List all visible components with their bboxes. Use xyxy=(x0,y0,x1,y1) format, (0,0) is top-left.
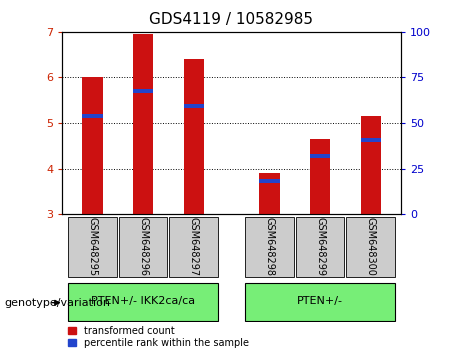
Text: GDS4119 / 10582985: GDS4119 / 10582985 xyxy=(148,12,313,27)
Bar xyxy=(83,114,103,118)
Bar xyxy=(133,34,153,214)
Bar xyxy=(361,138,381,142)
Bar xyxy=(133,89,153,93)
Text: GSM648297: GSM648297 xyxy=(189,217,199,276)
Text: GSM648300: GSM648300 xyxy=(366,217,376,276)
Bar xyxy=(183,104,204,108)
Text: genotype/variation: genotype/variation xyxy=(5,298,111,308)
FancyBboxPatch shape xyxy=(245,283,395,320)
FancyBboxPatch shape xyxy=(119,217,167,277)
Text: GSM648295: GSM648295 xyxy=(88,217,98,276)
Bar xyxy=(83,78,103,214)
Bar xyxy=(310,154,330,158)
Bar xyxy=(361,116,381,214)
Bar xyxy=(310,139,330,214)
Bar xyxy=(183,59,204,214)
Text: GSM648298: GSM648298 xyxy=(265,217,275,276)
FancyBboxPatch shape xyxy=(68,283,218,320)
FancyBboxPatch shape xyxy=(296,217,344,277)
Legend: transformed count, percentile rank within the sample: transformed count, percentile rank withi… xyxy=(67,325,249,349)
Text: PTEN+/- IKK2ca/ca: PTEN+/- IKK2ca/ca xyxy=(91,296,195,306)
Text: PTEN+/-: PTEN+/- xyxy=(297,296,343,306)
Bar xyxy=(260,173,280,214)
FancyBboxPatch shape xyxy=(68,217,117,277)
Bar xyxy=(260,179,280,183)
FancyBboxPatch shape xyxy=(347,217,395,277)
FancyBboxPatch shape xyxy=(170,217,218,277)
Text: GSM648296: GSM648296 xyxy=(138,217,148,276)
Text: GSM648299: GSM648299 xyxy=(315,217,325,276)
FancyBboxPatch shape xyxy=(245,217,294,277)
